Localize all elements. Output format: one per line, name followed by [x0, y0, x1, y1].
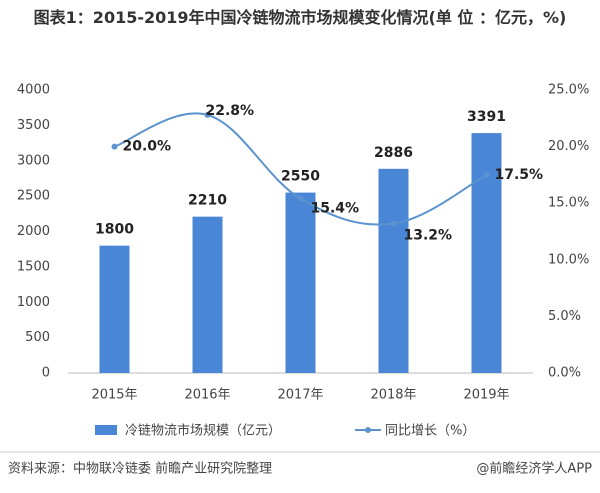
line-value-label: 15.4%	[311, 201, 360, 217]
y2-tick-label: 10.0%	[548, 252, 589, 267]
y-tick-label: 4000	[17, 83, 50, 98]
bar	[99, 245, 130, 373]
line-value-label: 13.2%	[404, 228, 453, 244]
line-marker	[111, 143, 118, 150]
bar-value-label: 2886	[374, 145, 413, 161]
legend-label: 同比增长（%）	[385, 424, 475, 439]
bar	[378, 168, 409, 373]
bar	[285, 192, 316, 373]
y-tick-label: 2500	[17, 189, 50, 204]
y2-tick-label: 15.0%	[548, 196, 589, 211]
bar-value-label: 2550	[281, 169, 320, 185]
line-value-label: 17.5%	[495, 167, 544, 183]
y2-tick-label: 25.0%	[548, 83, 589, 98]
x-tick-label: 2019年	[463, 388, 509, 403]
y-tick-label: 3000	[17, 153, 50, 168]
legend-label: 冷链物流市场规模（亿元）	[125, 423, 281, 439]
y-tick-label: 3500	[17, 118, 50, 133]
y-tick-label: 0	[42, 366, 50, 381]
chart-title: 图表1：2015-2019年中国冷链物流市场规模变化情况(单 位 ：亿元，%)	[33, 8, 567, 27]
line-marker	[390, 220, 397, 227]
line-value-label: 22.8%	[206, 103, 255, 119]
bar-value-label: 1800	[95, 222, 134, 238]
line-marker	[483, 171, 490, 178]
legend-swatch	[365, 427, 371, 433]
bar-value-label: 3391	[467, 109, 506, 125]
y2-tick-label: 20.0%	[548, 139, 589, 154]
legend-swatch	[95, 425, 117, 435]
x-tick-label: 2017年	[277, 388, 323, 403]
y-tick-label: 1000	[17, 295, 50, 310]
x-tick-label: 2016年	[184, 388, 230, 403]
y2-tick-label: 0.0%	[548, 366, 581, 381]
y-tick-label: 1500	[17, 259, 50, 274]
bar-value-label: 2210	[188, 193, 227, 209]
credit: @前瞻经济学人APP	[476, 461, 592, 477]
y-tick-label: 500	[25, 330, 50, 345]
line-marker	[204, 111, 211, 118]
x-tick-label: 2018年	[370, 388, 416, 403]
bar	[192, 216, 223, 373]
y-tick-label: 2000	[17, 224, 50, 239]
source: 资料来源：中物联冷链委 前瞻产业研究院整理	[8, 461, 272, 477]
x-tick-label: 2015年	[91, 388, 137, 403]
line-value-label: 20.0%	[123, 139, 172, 155]
y2-tick-label: 5.0%	[548, 309, 581, 324]
line-marker	[297, 195, 304, 202]
